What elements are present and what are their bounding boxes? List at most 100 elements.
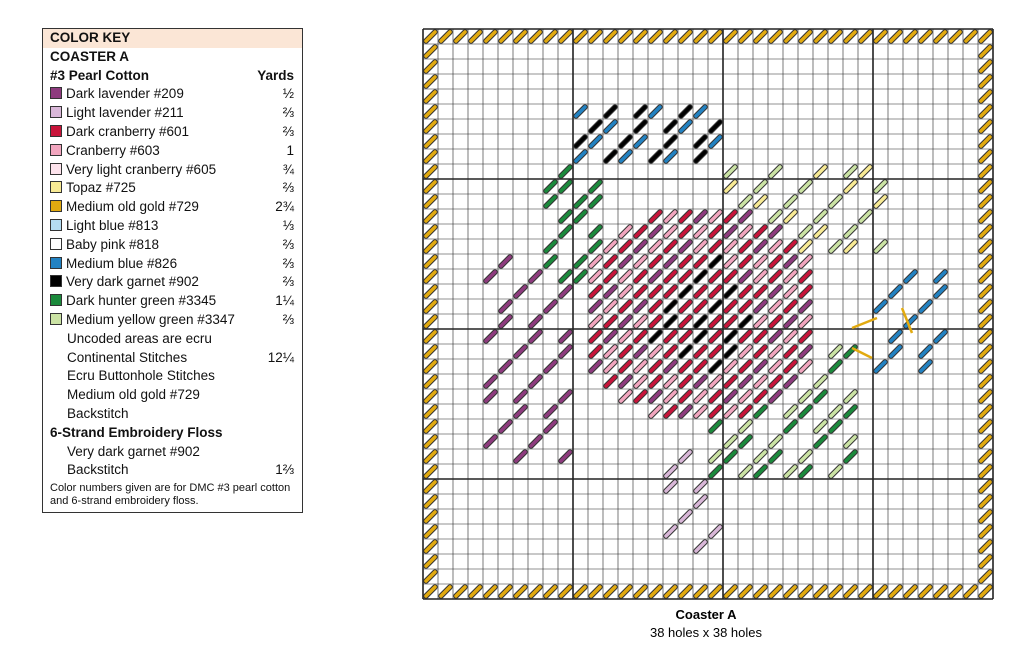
stitch	[724, 300, 737, 313]
stitch	[724, 405, 737, 418]
stitch	[724, 345, 737, 358]
stitch	[859, 585, 872, 598]
stitch	[664, 585, 677, 598]
key-line: Continental Stitches 12¼	[43, 349, 302, 368]
stitch	[424, 195, 437, 208]
stitch	[829, 405, 842, 418]
yards: 1¼	[275, 293, 294, 309]
stitch	[559, 165, 572, 178]
stitch	[649, 300, 662, 313]
stitch	[784, 285, 797, 298]
stitch	[754, 330, 767, 343]
stitch	[559, 585, 572, 598]
stitch	[709, 360, 722, 373]
stitch	[664, 465, 677, 478]
stitch	[424, 450, 437, 463]
stitch	[799, 330, 812, 343]
stitch	[844, 240, 857, 253]
stitch	[874, 180, 887, 193]
stitch	[949, 30, 962, 43]
stitch	[709, 585, 722, 598]
stitch	[784, 360, 797, 373]
stitch	[634, 105, 647, 118]
stitch	[604, 150, 617, 163]
stitch	[679, 405, 692, 418]
stitch	[664, 300, 677, 313]
stitch	[829, 585, 842, 598]
stitch	[589, 255, 602, 268]
stitch	[919, 300, 932, 313]
stitch	[484, 435, 497, 448]
stitch	[664, 405, 677, 418]
stitch	[709, 30, 722, 43]
stitch	[979, 45, 992, 58]
stitch	[874, 300, 887, 313]
stitch	[649, 225, 662, 238]
stitch	[574, 210, 587, 223]
stitch	[664, 135, 677, 148]
stitch	[904, 30, 917, 43]
stitch	[844, 585, 857, 598]
stitch	[784, 330, 797, 343]
stitch	[889, 585, 902, 598]
key-row: Very dark garnet #902 ⅔	[43, 273, 302, 292]
stitch	[559, 30, 572, 43]
stitch	[979, 510, 992, 523]
stitch	[589, 315, 602, 328]
yards: ⅔	[282, 105, 294, 121]
stitch	[514, 405, 527, 418]
stitch	[634, 300, 647, 313]
yards: ⅔	[282, 236, 294, 252]
stitch	[529, 270, 542, 283]
stitch	[544, 360, 557, 373]
stitch	[814, 420, 827, 433]
stitch	[739, 270, 752, 283]
stitch	[799, 180, 812, 193]
stitch	[619, 390, 632, 403]
stitch	[979, 60, 992, 73]
stitch	[754, 240, 767, 253]
stitch	[829, 345, 842, 358]
stitch	[799, 240, 812, 253]
key-row: Dark lavender #209 ½	[43, 85, 302, 104]
stitch	[814, 165, 827, 178]
stitch	[859, 210, 872, 223]
stitch	[829, 465, 842, 478]
stitch	[649, 255, 662, 268]
stitch	[754, 375, 767, 388]
color-name: Light blue #813	[66, 217, 159, 233]
yards: ¾	[282, 161, 294, 177]
stitch	[574, 105, 587, 118]
swatch	[50, 124, 62, 137]
stitch	[829, 30, 842, 43]
stitch	[589, 300, 602, 313]
stitch	[979, 465, 992, 478]
stitch	[529, 585, 542, 598]
color-name: Dark cranberry #601	[66, 123, 190, 139]
stitch	[979, 555, 992, 568]
stitch	[664, 225, 677, 238]
stitch	[424, 465, 437, 478]
stitch	[739, 405, 752, 418]
stitch	[889, 345, 902, 358]
yards-header: Yards	[257, 67, 294, 83]
swatch	[50, 218, 62, 231]
stitch	[889, 30, 902, 43]
stitch	[679, 510, 692, 523]
stitch	[634, 345, 647, 358]
stitch	[694, 150, 707, 163]
swatch	[50, 256, 62, 269]
stitch	[889, 285, 902, 298]
stitch	[799, 315, 812, 328]
stitch	[979, 270, 992, 283]
yards: ⅔	[282, 180, 294, 196]
stitch	[694, 210, 707, 223]
stitch	[619, 150, 632, 163]
stitch	[634, 225, 647, 238]
stitch	[709, 270, 722, 283]
stitch	[694, 405, 707, 418]
stitch	[484, 270, 497, 283]
swatch	[50, 162, 62, 175]
stitch	[904, 585, 917, 598]
stitch	[739, 435, 752, 448]
